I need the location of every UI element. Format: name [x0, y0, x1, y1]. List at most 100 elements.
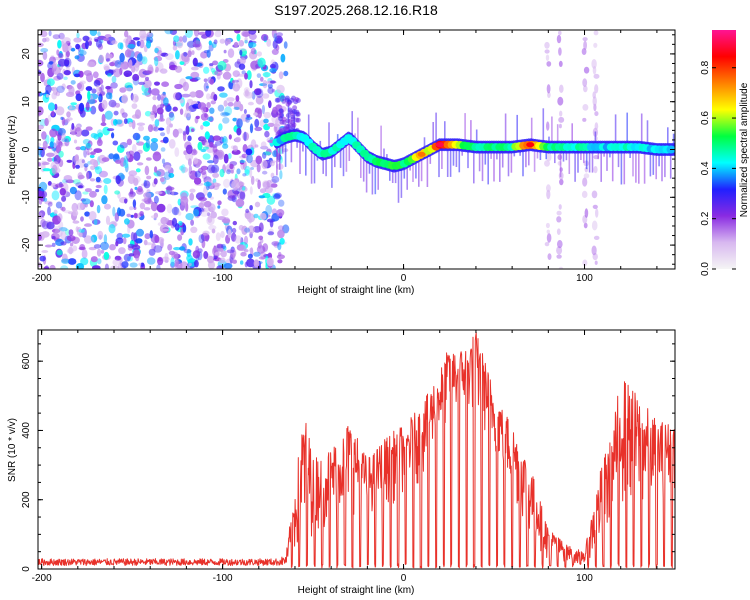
noise-blob: [77, 185, 84, 189]
noise-blob: [210, 211, 218, 219]
noise-blob: [101, 113, 106, 124]
noise-blob: [210, 100, 216, 105]
interference-blob: [582, 117, 587, 122]
noise-blob: [187, 259, 194, 263]
noise-blob: [168, 250, 176, 256]
noise-blob: [245, 208, 250, 214]
noise-blob: [154, 56, 159, 67]
noise-blob: [180, 164, 186, 174]
noise-blob: [96, 129, 103, 139]
interference-blob: [556, 216, 562, 223]
noise-blob: [254, 201, 261, 208]
noise-blob: [246, 114, 251, 118]
noise-blob: [172, 92, 180, 100]
noise-blob: [216, 243, 224, 249]
noise-blob: [168, 111, 174, 118]
noise-blob: [65, 50, 70, 58]
interference-blob: [584, 208, 589, 218]
noise-blob: [154, 69, 159, 73]
noise-blob: [59, 188, 66, 196]
noise-blob: [38, 210, 46, 218]
noise-blob: [183, 113, 189, 118]
noise-blob: [192, 57, 198, 67]
noise-blob: [161, 81, 170, 87]
noise-blob: [49, 141, 54, 148]
noise-blob: [258, 235, 264, 240]
noise-blob: [143, 207, 151, 211]
noise-blob: [100, 84, 104, 92]
noise-blob: [156, 107, 164, 115]
noise-blob: [246, 258, 255, 268]
noise-blob: [279, 170, 283, 180]
noise-blob: [206, 93, 211, 100]
interference-blob: [558, 47, 562, 56]
noise-blob: [56, 249, 63, 256]
noise-blob: [270, 80, 276, 84]
noise-blob: [78, 232, 83, 238]
noise-blob: [71, 202, 79, 212]
noise-blob: [96, 85, 100, 93]
noise-blob: [163, 171, 171, 180]
noise-blob: [93, 148, 103, 154]
noise-blob: [217, 60, 227, 71]
noise-blob: [249, 80, 253, 89]
noise-blob: [187, 135, 192, 142]
spectrogram-y-ticks: -20 -10 0 10 20: [21, 34, 675, 265]
noise-blob: [72, 220, 80, 224]
noise-blob: [235, 190, 239, 197]
noise-blob: [271, 89, 276, 93]
noise-blob: [257, 241, 262, 249]
noise-blob: [51, 242, 56, 247]
noise-blob: [39, 255, 46, 262]
noise-blob: [183, 51, 188, 57]
noise-blob: [190, 219, 195, 226]
noise-blob: [38, 198, 43, 205]
noise-blob: [52, 86, 58, 96]
noise-blob: [60, 116, 64, 120]
noise-blob: [279, 237, 285, 245]
noise-blob: [128, 59, 133, 69]
noise-blob: [95, 189, 100, 193]
noise-blob: [190, 128, 195, 133]
noise-blob: [136, 228, 144, 237]
noise-blob: [41, 250, 49, 253]
y-tick-label: 10: [21, 96, 32, 108]
spectrogram-noise-layer: [38, 30, 290, 269]
noise-blob: [123, 118, 128, 125]
x-tick-label: 0: [401, 273, 407, 284]
colorbar-tick-label: 0.4: [700, 161, 711, 175]
noise-blob: [227, 189, 236, 199]
noise-blob: [44, 117, 49, 127]
noise-blob: [229, 248, 237, 258]
interference-blob: [556, 254, 562, 259]
noise-blob: [89, 159, 97, 165]
x-tick-label: 0: [401, 573, 407, 584]
noise-blob: [115, 119, 123, 125]
noise-blob: [94, 166, 103, 175]
noise-blob: [94, 166, 100, 170]
interference-blob: [583, 222, 588, 229]
noise-blob: [154, 235, 160, 243]
noise-blob: [190, 71, 200, 79]
interference-blob: [546, 229, 550, 234]
noise-blob: [126, 213, 131, 218]
noise-blob: [207, 164, 216, 174]
snr-frame: [37, 329, 676, 570]
interference-blob: [558, 204, 562, 210]
noise-blob: [48, 102, 55, 111]
noise-blob: [206, 49, 211, 58]
noise-blob: [66, 111, 71, 118]
noise-blob: [160, 228, 170, 232]
noise-blob: [182, 35, 188, 43]
noise-blob: [90, 236, 95, 244]
noise-blob: [108, 99, 117, 108]
noise-blob: [208, 206, 214, 212]
noise-blob: [254, 126, 263, 132]
snr-y-label: SNR (10 * v/v): [7, 418, 18, 482]
noise-blob: [205, 85, 209, 89]
noise-blob: [76, 82, 82, 90]
noise-blob: [112, 140, 119, 146]
y-tick-label: -10: [21, 190, 32, 205]
noise-blob: [157, 256, 164, 266]
noise-blob: [96, 139, 103, 147]
